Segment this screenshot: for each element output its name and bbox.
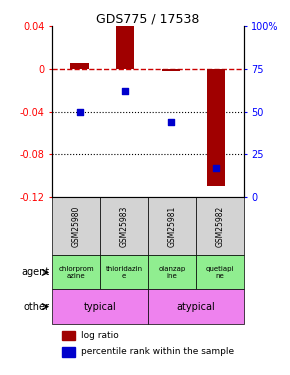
Text: GSM25980: GSM25980: [72, 206, 81, 247]
Text: other: other: [24, 302, 50, 312]
FancyBboxPatch shape: [148, 290, 244, 324]
Bar: [62, 347, 75, 357]
Point: [168, 119, 173, 125]
Text: thioridazin
e: thioridazin e: [105, 266, 143, 279]
Text: typical: typical: [84, 302, 116, 312]
FancyBboxPatch shape: [52, 290, 148, 324]
FancyBboxPatch shape: [100, 197, 148, 255]
Text: GSM25982: GSM25982: [215, 206, 224, 247]
Text: log ratio: log ratio: [81, 331, 119, 340]
Text: GSM25981: GSM25981: [167, 206, 176, 247]
Bar: [70, 63, 89, 69]
Text: agent: agent: [21, 267, 50, 278]
FancyBboxPatch shape: [52, 197, 100, 255]
FancyBboxPatch shape: [148, 255, 196, 290]
Text: atypical: atypical: [176, 302, 215, 312]
Text: GSM25983: GSM25983: [119, 206, 128, 247]
Text: olanzap
ine: olanzap ine: [158, 266, 185, 279]
FancyBboxPatch shape: [148, 197, 196, 255]
FancyBboxPatch shape: [196, 255, 244, 290]
Bar: [116, 26, 134, 69]
Point: [123, 88, 127, 94]
Text: quetiapi
ne: quetiapi ne: [205, 266, 234, 279]
FancyBboxPatch shape: [100, 255, 148, 290]
Bar: [207, 69, 225, 186]
Text: chlorprom
azine: chlorprom azine: [58, 266, 94, 279]
Title: GDS775 / 17538: GDS775 / 17538: [96, 12, 200, 25]
Text: percentile rank within the sample: percentile rank within the sample: [81, 347, 234, 356]
Point: [214, 165, 219, 171]
FancyBboxPatch shape: [196, 197, 244, 255]
Point: [77, 109, 82, 115]
Bar: [162, 69, 180, 71]
FancyBboxPatch shape: [52, 255, 100, 290]
Bar: [62, 331, 75, 340]
